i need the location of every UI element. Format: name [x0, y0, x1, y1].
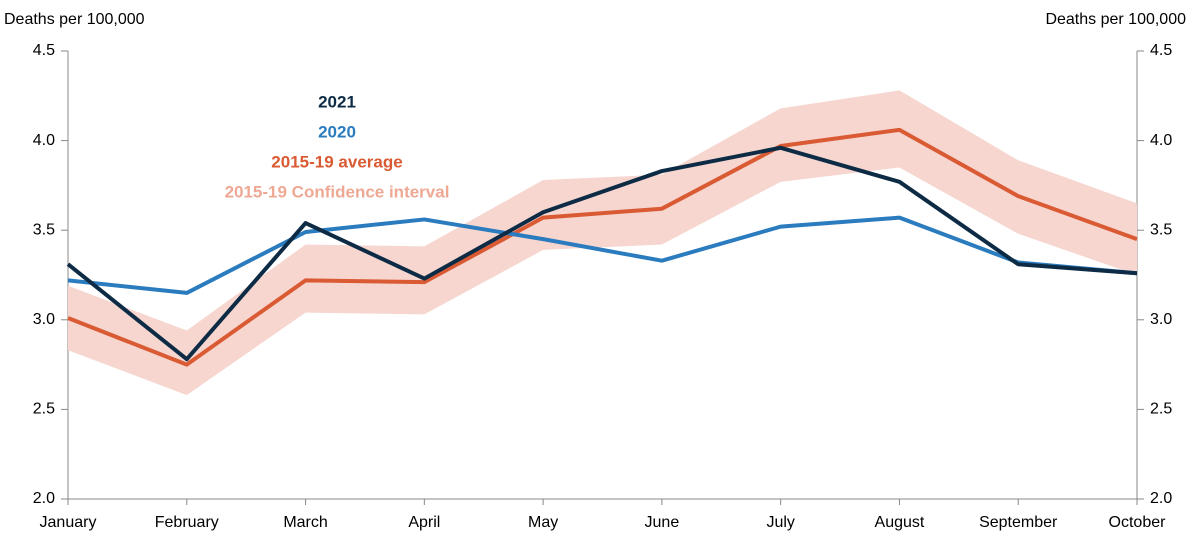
y-tick-label-right: 3.5 [1150, 221, 1172, 238]
x-tick-label: February [155, 514, 219, 531]
x-tick-label: October [1109, 514, 1167, 531]
x-tick-label: September [979, 514, 1058, 531]
x-tick-label: May [528, 514, 558, 531]
legend-label: 2015-19 average [271, 152, 402, 171]
y-tick-label-right: 4.5 [1150, 42, 1172, 59]
x-tick-label: January [40, 514, 97, 531]
legend-label: 2015-19 Confidence interval [225, 182, 450, 201]
y-tick-label-right: 2.0 [1150, 490, 1172, 507]
x-tick-label: July [766, 514, 794, 531]
x-tick-label: June [645, 514, 680, 531]
y-tick-label-left: 2.0 [33, 490, 55, 507]
x-tick-label: April [408, 514, 440, 531]
legend-label: 2020 [318, 122, 356, 141]
y-tick-label-right: 2.5 [1150, 401, 1172, 418]
y-tick-label-right: 4.0 [1150, 132, 1172, 149]
y-axis-label-right: Deaths per 100,000 [1045, 11, 1186, 28]
y-tick-label-left: 3.5 [33, 221, 55, 238]
y-tick-label-left: 4.0 [33, 132, 55, 149]
x-tick-label: August [875, 514, 925, 531]
y-axis-label-left: Deaths per 100,000 [4, 11, 145, 28]
y-tick-label-right: 3.0 [1150, 311, 1172, 328]
legend-label: 2021 [318, 92, 356, 111]
confidence-band [68, 90, 1137, 396]
y-tick-label-left: 3.0 [33, 311, 55, 328]
series-line [67, 215, 1138, 295]
y-tick-label-left: 4.5 [33, 42, 55, 59]
series-line [67, 127, 1138, 367]
y-tick-label-left: 2.5 [33, 401, 55, 418]
series-line [66, 145, 1138, 362]
x-tick-label: March [283, 514, 327, 531]
